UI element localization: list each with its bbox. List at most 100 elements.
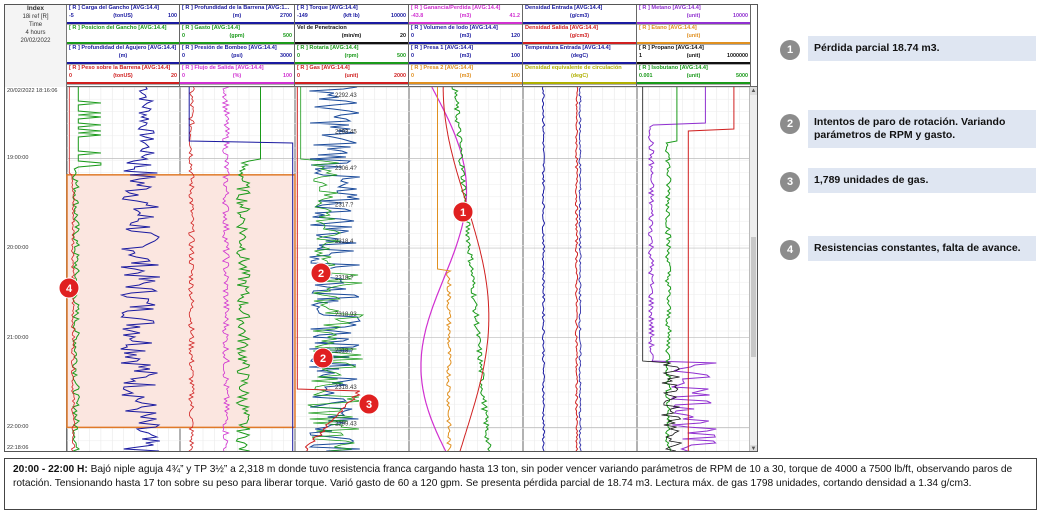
curve-header[interactable]: [ R ] Rotaria [AVG:14.4] 0 (rpm) 500 <box>295 45 408 65</box>
scroll-up-icon[interactable]: ▲ <box>750 87 757 95</box>
curve-header[interactable]: [ R ] Posicion del Gancho [AVG:14.4] <box>67 25 179 45</box>
curve-header[interactable]: Densidad equivalente de circulación (degC… <box>523 65 636 85</box>
propane-curve <box>642 87 682 451</box>
track-header-2[interactable]: [ R ] Profundidad de la Barrena [AVG:1..… <box>180 5 295 87</box>
curve-color-bar <box>637 82 750 84</box>
time-index-column: 20/02/2022 18:16:06 19:00:00 20:00:00 21:00… <box>5 87 67 451</box>
time-tick-label: 22:18:06 <box>7 445 29 451</box>
curve-header[interactable]: [ R ] Torque [AVG:14.4] -149 (kft lb) 10000 <box>295 5 408 25</box>
curve-unit: (g/cm3) <box>569 13 590 19</box>
curve-scale-min: 0 <box>411 53 414 59</box>
curve-name: Vel de Penetracion <box>297 25 347 31</box>
track-headers: Index 18i ref [R] Time 4 hours 20/02/202… <box>5 5 757 87</box>
scroll-down-icon[interactable]: ▼ <box>750 445 757 452</box>
highlight-region <box>66 174 296 429</box>
curve-header[interactable]: Densidad Salida [AVG:14.4] (g/cm3) <box>523 25 636 45</box>
curve-scale-min: 0 <box>297 73 300 79</box>
curve-name: [ R ] Metano [AVG:14.4] <box>639 5 701 11</box>
curve-header[interactable]: [ R ] Profundidad del Agujero [AVG:14.4]… <box>67 45 179 65</box>
curve-header[interactable]: [ R ] Volumen de lodo [AVG:14.4] 0 (m3) 120 <box>409 25 522 45</box>
curve-header[interactable]: Temperatura Entrada [AVG:14.4] (degC) <box>523 45 636 65</box>
note-number-badge: 4 <box>780 240 800 260</box>
curve-scale-max: 20 <box>171 73 177 79</box>
curve-header[interactable]: [ R ] Metano [AVG:14.4] (unit) 10000 <box>637 5 750 25</box>
scroll-thumb[interactable] <box>751 237 756 357</box>
track-header-4[interactable]: [ R ] Ganancia/Perdida [AVG:14.4] -43.8 (m… <box>409 5 523 87</box>
depth-label: 2318.93 <box>335 312 357 318</box>
curve-unit: (m3) <box>459 33 472 39</box>
curve-scale-min: 0 <box>182 53 185 59</box>
curve-name: [ R ] Etano [AVG:14.4] <box>639 25 697 31</box>
isobutane-curve <box>664 87 678 451</box>
curve-header[interactable]: [ R ] Presa 2 [AVG:14.4] 0 (m3) 100 <box>409 65 522 85</box>
curve-color-bar <box>295 42 408 44</box>
log-marker-label: 4 <box>66 283 73 295</box>
curve-header[interactable]: [ R ] Presión de Bombeo [AVG:14.4] 0 (psi)… <box>180 45 294 65</box>
curve-name: [ R ] Peso sobre la Barrena [AVG:14.4] <box>69 65 171 71</box>
curve-unit: (m3) <box>459 73 472 79</box>
track-header-1[interactable]: [ R ] Carga del Gancho [AVG:14.4] -5 (tonU… <box>67 5 180 87</box>
note-text: 1,789 unidades de gas. <box>808 168 1036 193</box>
note-number-badge: 3 <box>780 172 800 192</box>
curve-header[interactable]: [ R ] Propano [AVG:14.4] 1 (unit) 1000000 <box>637 45 750 65</box>
curve-name: [ R ] Isobutano [AVG:14.4] <box>639 65 708 71</box>
time-tick-label: 19:00:00 <box>7 155 29 162</box>
curve-name: [ R ] Presa 2 [AVG:14.4] <box>411 65 474 71</box>
log-marker-3 <box>358 393 380 415</box>
curve-scale-max: 1000000 <box>727 53 748 59</box>
curve-name: [ R ] Rotaria [AVG:14.4] <box>297 45 359 51</box>
log-marker-label: 2 <box>320 353 326 365</box>
gas-curve <box>296 87 361 451</box>
curve-scale-max: 500 <box>283 33 292 39</box>
curve-color-bar <box>637 42 750 44</box>
curve-header[interactable]: Vel de Penetracion (min/m) 20 <box>295 25 408 45</box>
curve-header[interactable]: [ R ] Isobutano [AVG:14.4] 0.001 (unit) 500… <box>637 65 750 85</box>
track-header-3[interactable]: [ R ] Torque [AVG:14.4] -149 (kft lb) 10000… <box>295 5 409 87</box>
note-text: Pérdida parcial 18.74 m3. <box>808 36 1036 61</box>
curve-header[interactable]: [ R ] Gasto [AVG:14.4] 0 (gpm) 500 <box>180 25 294 45</box>
time-tick-label: 21:00:00 <box>7 334 29 341</box>
curve-header[interactable]: [ R ] Flujo de Salida [AVG:14.4] 0 (%) 100 <box>180 65 294 85</box>
curve-name: [ R ] Gasto [AVG:14.4] <box>182 25 241 31</box>
log-marker-label: 2 <box>318 268 324 280</box>
time-tick-label: 22:00:00 <box>7 424 29 431</box>
curve-scale-min: 1 <box>639 53 642 59</box>
log-viewer: Index 18i ref [R] Time 4 hours 20/02/202… <box>4 4 758 452</box>
curve-header[interactable]: [ R ] Carga del Gancho [AVG:14.4] -5 (tonU… <box>67 5 179 25</box>
density-out-curve <box>574 87 579 451</box>
curve-unit: (gpm) <box>229 33 245 39</box>
hookload-curve <box>119 87 161 451</box>
curve-unit: (kft lb) <box>343 13 360 19</box>
curve-scale-max: 120 <box>511 33 520 39</box>
curve-color-bar <box>295 82 408 84</box>
curve-scale-max: 41.2 <box>509 13 521 19</box>
track-header-5[interactable]: Densidad Entrada [AVG:14.4] (g/cm3) Densid… <box>523 5 637 87</box>
curve-name: [ R ] Presión de Bombeo [AVG:14.4] <box>182 45 277 51</box>
flow-out-curve <box>188 87 196 451</box>
log-plot[interactable]: 2292.43 2293.45 2306.4? 2317.? 2318.4 2318.? 2… <box>5 87 758 452</box>
index-header[interactable]: Index 18i ref [R] Time 4 hours 20/02/202… <box>5 5 67 87</box>
bit-depth-curve <box>188 87 294 451</box>
note-text: Resistencias constantes, falta de avance… <box>808 236 1036 261</box>
curve-color-bar <box>180 82 294 84</box>
curve-color-bar <box>180 62 294 64</box>
track-header-6[interactable]: [ R ] Metano [AVG:14.4] (unit) 10000[ R ] … <box>637 5 751 87</box>
density-in-curve <box>541 87 546 451</box>
curve-color-bar <box>409 62 522 64</box>
vertical-scrollbar[interactable]: ▲ ▼ <box>749 87 757 452</box>
curve-header[interactable]: [ R ] Ganancia/Perdida [AVG:14.4] -43.8 (m… <box>409 5 522 25</box>
curve-header[interactable]: [ R ] Presa 1 [AVG:14.4] 0 (m3) 100 <box>409 45 522 65</box>
curve-header[interactable]: [ R ] Gas [AVG:14.4] 0 (unit) 2000 <box>295 65 408 85</box>
curve-header[interactable]: [ R ] Etano [AVG:14.4] (unit) <box>637 25 750 45</box>
curve-header[interactable]: [ R ] Peso sobre la Barrena [AVG:14.4] 0 (… <box>67 65 179 85</box>
curve-header[interactable]: [ R ] Profundidad de la Barrena [AVG:1..… <box>180 5 294 25</box>
index-title: Index <box>27 5 44 12</box>
curve-header[interactable]: Densidad Entrada [AVG:14.4] (g/cm3) <box>523 5 636 25</box>
log-marker-2 <box>310 262 332 284</box>
depth-label: 2306.4? <box>335 166 357 172</box>
curve-unit: (%) <box>232 73 242 79</box>
depth-label: 2317.? <box>335 203 354 209</box>
index-ref: 18i ref [R] <box>22 14 49 20</box>
curve-scale-max: 100 <box>283 73 292 79</box>
note-text: Intentos de paro de rotación. Variando p… <box>808 110 1036 148</box>
